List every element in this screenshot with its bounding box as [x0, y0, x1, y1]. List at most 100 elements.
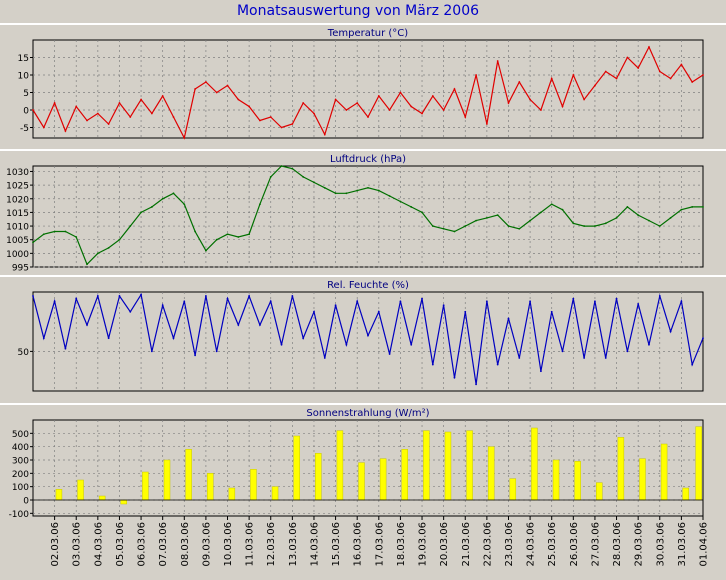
y-tick-label: 1000 — [6, 250, 29, 260]
data-point — [540, 109, 542, 111]
data-point — [237, 236, 240, 238]
x-tick-label: 25.03.06 — [547, 522, 558, 567]
x-tick-label: 16.03.06 — [353, 522, 364, 567]
data-point — [637, 214, 640, 217]
x-tick-label: 08.03.06 — [180, 522, 191, 567]
x-tick-label: 18.03.06 — [396, 522, 407, 567]
x-tick-label: 10.03.06 — [223, 522, 234, 567]
data-point — [669, 330, 672, 333]
data-point — [485, 123, 488, 125]
data-point — [475, 74, 477, 76]
data-point — [410, 105, 413, 108]
data-bar — [358, 462, 365, 501]
x-tick-label: 19.03.06 — [418, 522, 429, 567]
data-point — [680, 300, 683, 303]
data-point — [64, 347, 67, 350]
data-point — [215, 350, 218, 353]
data-bar — [695, 426, 702, 501]
data-point — [183, 203, 186, 206]
data-point — [75, 297, 78, 300]
data-point — [388, 353, 391, 355]
data-bar — [531, 427, 538, 501]
data-point — [313, 310, 315, 313]
data-point — [561, 105, 564, 108]
y-tick-label: 500 — [12, 430, 29, 440]
y-tick-label: 1010 — [6, 223, 29, 233]
y-tick-label: 300 — [12, 457, 29, 467]
data-point — [161, 304, 164, 307]
panel-separator — [0, 23, 726, 25]
x-tick-label: 14.03.06 — [309, 522, 320, 567]
x-tick-label: 30.03.06 — [655, 522, 666, 567]
data-point — [269, 300, 272, 303]
x-tick-label: 03.03.06 — [72, 522, 83, 567]
data-point — [561, 208, 564, 211]
data-point — [53, 300, 56, 303]
data-point — [442, 304, 445, 307]
data-point — [32, 295, 34, 297]
data-point — [129, 225, 132, 227]
data-point — [345, 343, 348, 346]
data-point — [691, 206, 694, 208]
data-point — [75, 105, 78, 108]
data-point — [399, 300, 402, 303]
data-point — [485, 300, 488, 303]
data-point — [550, 203, 553, 206]
chart-panel-4: Sonnenstrahlung (W/m²) 500 400 300 200 100 0 -1… — [0, 403, 726, 520]
data-point — [140, 98, 142, 101]
data-point — [485, 216, 488, 219]
main-title: Monatsauswertung von März 2006 — [237, 3, 479, 19]
data-point — [86, 324, 88, 326]
chart-panel-2: Luftdruck (hPa) 1030 1025 1020 1015 1010 1005 1… — [0, 149, 726, 274]
data-point — [637, 302, 640, 305]
data-point — [431, 95, 434, 97]
data-point — [161, 95, 164, 97]
x-tick-label: 20.03.06 — [439, 522, 450, 567]
x-tick-label: 17.03.06 — [374, 522, 385, 567]
data-point — [150, 350, 153, 353]
data-point — [259, 203, 261, 206]
data-bar — [228, 487, 236, 501]
data-point — [140, 293, 142, 296]
data-point — [529, 98, 531, 101]
x-tick-label: 15.03.06 — [331, 522, 342, 567]
data-point — [237, 324, 240, 326]
plot-area — [32, 291, 704, 392]
plot-area — [32, 39, 704, 139]
x-tick-label: 26.03.06 — [569, 522, 580, 567]
data-point — [442, 109, 445, 111]
data-point — [583, 357, 586, 359]
data-point — [356, 102, 359, 104]
data-point — [107, 337, 110, 340]
data-point — [140, 211, 142, 214]
data-point — [345, 192, 348, 195]
data-point — [658, 295, 661, 297]
panel-title: Sonnenstrahlung (W/m²) — [306, 408, 429, 419]
data-point — [453, 376, 456, 379]
x-tick-label: 29.03.06 — [634, 522, 645, 567]
data-bar — [120, 499, 128, 505]
data-bar — [142, 471, 149, 501]
data-point — [626, 350, 629, 353]
x-tick-label: 07.03.06 — [158, 522, 169, 567]
x-tick-label: 28.03.06 — [612, 522, 623, 567]
data-point — [691, 363, 694, 366]
data-bar — [639, 458, 646, 501]
data-point — [259, 324, 261, 326]
data-point — [42, 126, 45, 129]
data-point — [280, 343, 283, 346]
data-point — [334, 98, 337, 101]
x-tick-label: 09.03.06 — [201, 522, 212, 567]
data-point — [118, 102, 121, 104]
x-tick-label: 02.03.06 — [50, 522, 61, 567]
data-point — [226, 297, 229, 300]
data-point — [269, 176, 272, 178]
data-point — [464, 225, 467, 227]
data-point — [561, 350, 564, 353]
data-point — [658, 225, 661, 227]
data-point — [53, 102, 56, 104]
data-point — [248, 295, 251, 297]
data-point — [280, 126, 283, 129]
data-point — [604, 222, 607, 225]
